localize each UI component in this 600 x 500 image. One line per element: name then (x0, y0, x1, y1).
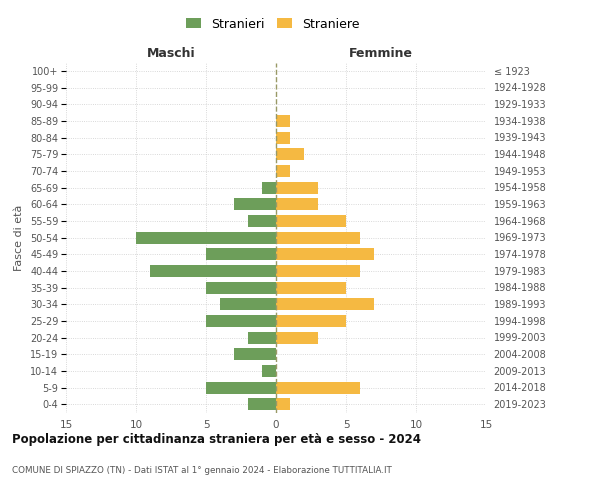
Bar (276, 382, 360, 394)
Bar (248, 215, 276, 227)
Text: Maschi: Maschi (146, 47, 196, 60)
Bar (276, 298, 374, 310)
Bar (248, 332, 276, 344)
Bar (276, 182, 318, 194)
Bar (276, 165, 290, 177)
Y-axis label: Fasce di età: Fasce di età (14, 204, 25, 270)
Bar (234, 348, 276, 360)
Bar (276, 282, 346, 294)
Bar (206, 248, 276, 260)
Bar (276, 132, 290, 143)
Bar (150, 265, 276, 277)
Bar (206, 315, 276, 327)
Bar (248, 398, 276, 410)
Bar (276, 198, 318, 210)
Text: Popolazione per cittadinanza straniera per età e sesso - 2024: Popolazione per cittadinanza straniera p… (12, 432, 421, 446)
Bar (262, 365, 276, 377)
Bar (206, 282, 276, 294)
Bar (276, 332, 318, 344)
Bar (276, 232, 360, 243)
Bar (276, 215, 346, 227)
Bar (234, 198, 276, 210)
Bar (136, 232, 276, 243)
Bar (262, 182, 276, 194)
Bar (276, 315, 346, 327)
Text: Femmine: Femmine (349, 47, 413, 60)
Bar (276, 398, 290, 410)
Legend: Stranieri, Straniere: Stranieri, Straniere (182, 14, 364, 34)
Bar (276, 115, 290, 127)
Bar (276, 148, 304, 160)
Bar (276, 248, 374, 260)
Bar (276, 265, 360, 277)
Text: COMUNE DI SPIAZZO (TN) - Dati ISTAT al 1° gennaio 2024 - Elaborazione TUTTITALIA: COMUNE DI SPIAZZO (TN) - Dati ISTAT al 1… (12, 466, 392, 475)
Bar (206, 382, 276, 394)
Bar (220, 298, 276, 310)
